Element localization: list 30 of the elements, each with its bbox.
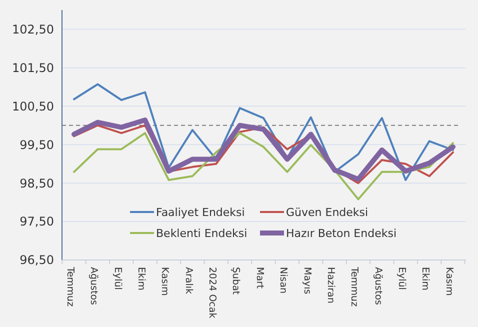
- y-tick-label: 96,50: [20, 253, 54, 268]
- x-tick-label: Ekim: [135, 267, 146, 290]
- x-tick-label: Eylül: [396, 267, 408, 290]
- x-tick-label: Eylül: [112, 267, 123, 290]
- line-series: [73, 132, 454, 200]
- y-tick-label: 101,50: [12, 60, 54, 75]
- y-tick-label: 99,50: [20, 138, 54, 152]
- y-tick-label: 102,50: [12, 22, 54, 36]
- x-tick-label: Mayıs: [301, 267, 312, 294]
- x-tick-label: Haziran: [324, 267, 336, 304]
- x-tick-label: 2024 Ocak: [206, 267, 218, 319]
- y-tick-label: 98,50: [20, 176, 54, 190]
- y-tick-label: 100,50: [12, 99, 54, 114]
- x-tick-label: Nisan: [278, 267, 289, 294]
- x-tick-label: Ekim: [420, 267, 431, 290]
- legend-label: Faaliyet Endeksi: [156, 206, 245, 219]
- x-tick-label: Temmuz: [64, 266, 76, 307]
- x-tick-label: Kasım: [159, 267, 170, 296]
- x-tick-label: Mart: [254, 267, 265, 289]
- x-tick-label: Kasım: [443, 267, 454, 296]
- y-tick-label: 97,50: [20, 214, 54, 229]
- legend-label: Beklenti Endeksi: [156, 226, 248, 240]
- legend-label: Hazır Beton Endeksi: [286, 226, 397, 240]
- legend-label: Güven Endeksi: [286, 206, 368, 219]
- x-tick-label: Ağustos: [372, 267, 384, 306]
- x-tick-label: Temmuz: [348, 266, 360, 307]
- x-tick-label: Aralık: [182, 267, 194, 295]
- x-tick-label: Ağustos: [88, 267, 100, 306]
- line-series: [73, 83, 454, 181]
- x-tick-label: Şubat: [230, 267, 242, 295]
